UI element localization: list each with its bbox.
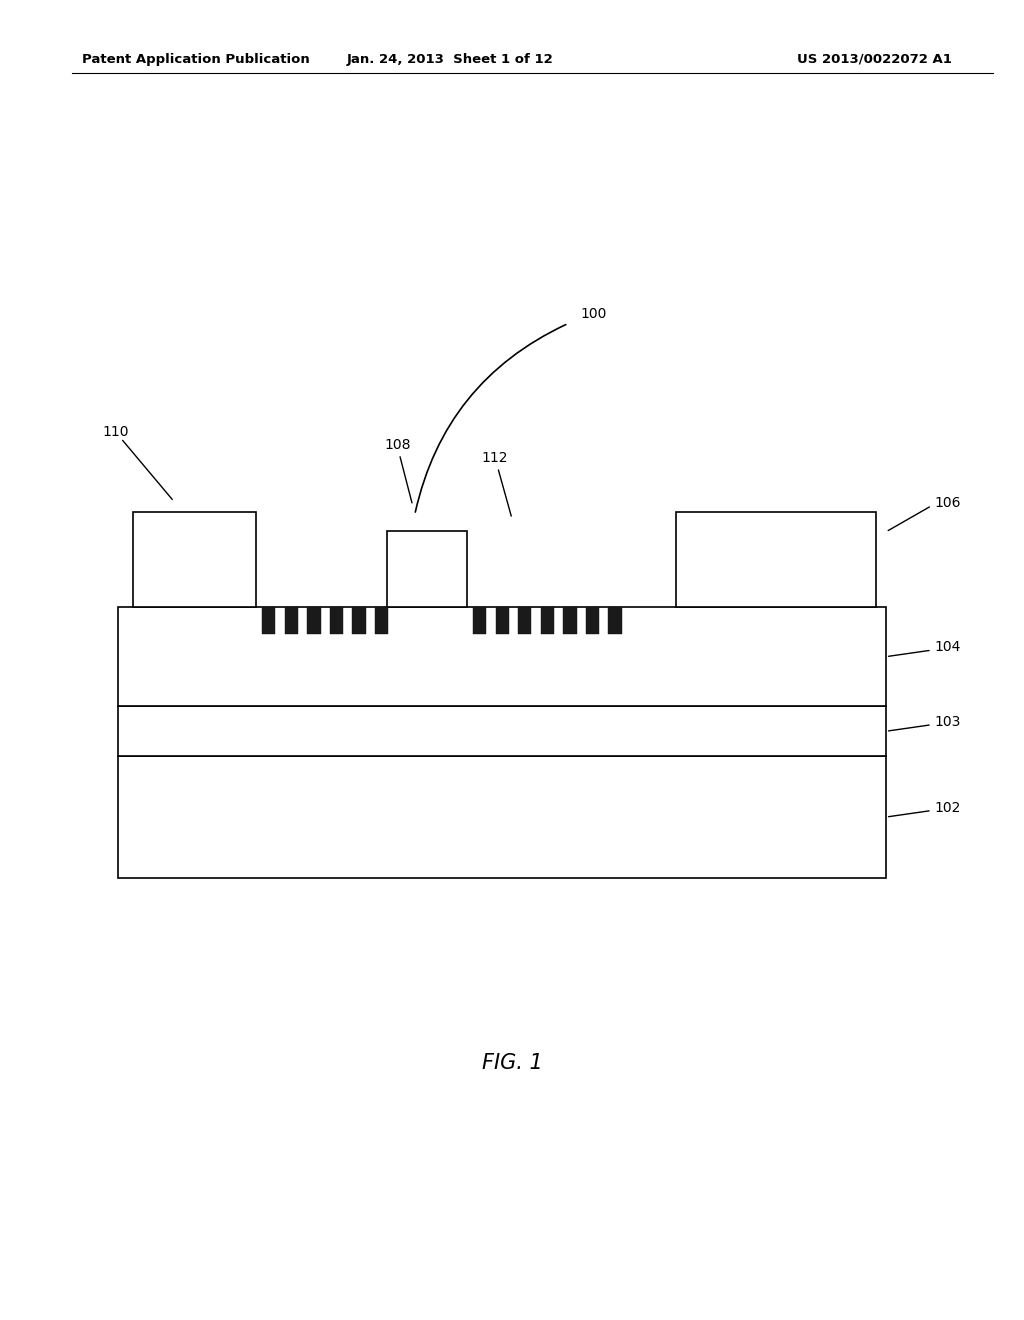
Bar [285, 607, 298, 634]
Bar [133, 512, 256, 607]
Text: 110: 110 [102, 425, 129, 438]
Text: US 2013/0022072 A1: US 2013/0022072 A1 [798, 53, 952, 66]
Bar [387, 531, 467, 607]
Text: 106: 106 [935, 496, 962, 510]
Text: 103: 103 [935, 715, 962, 729]
Bar [262, 607, 275, 634]
Text: 112: 112 [481, 451, 508, 465]
Bar [352, 607, 366, 634]
Bar [118, 706, 886, 756]
Bar [676, 512, 876, 607]
Text: FIG. 1: FIG. 1 [481, 1052, 543, 1073]
Text: 104: 104 [935, 640, 962, 655]
Bar [375, 607, 388, 634]
Text: Patent Application Publication: Patent Application Publication [82, 53, 309, 66]
Text: Jan. 24, 2013  Sheet 1 of 12: Jan. 24, 2013 Sheet 1 of 12 [347, 53, 554, 66]
Bar [118, 607, 886, 706]
Bar [608, 607, 622, 634]
Bar [563, 607, 577, 634]
Bar [496, 607, 509, 634]
Text: 108: 108 [384, 438, 411, 451]
Bar [473, 607, 486, 634]
Bar [307, 607, 321, 634]
Text: 100: 100 [581, 308, 607, 321]
Bar [518, 607, 531, 634]
Text: 102: 102 [935, 801, 962, 814]
Bar [541, 607, 554, 634]
Bar [330, 607, 343, 634]
Bar [118, 756, 886, 878]
Bar [586, 607, 599, 634]
